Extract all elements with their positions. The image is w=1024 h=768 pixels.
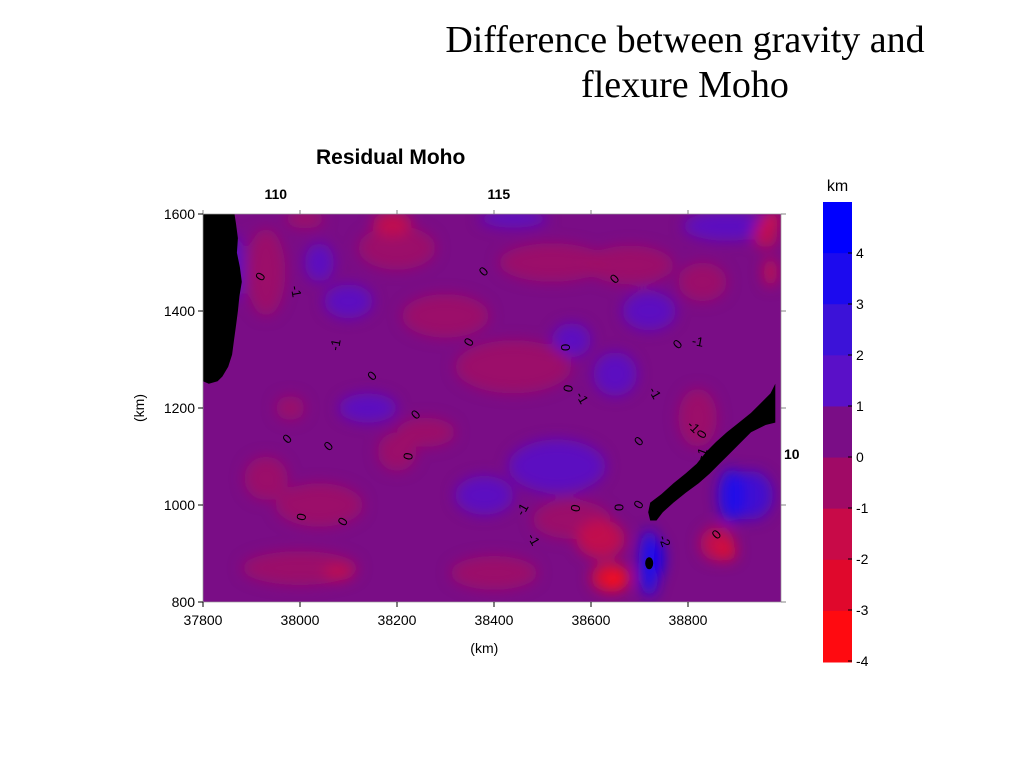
colorbar-tick-label: 1 bbox=[856, 398, 864, 414]
plot-area: 0-10 0-1 0 0 0 -100-1 -10-100 000-1000-10 0-1 -2 0 bbox=[203, 214, 781, 602]
anomaly-patch bbox=[377, 432, 417, 472]
top-axis-label: 115 bbox=[488, 186, 511, 202]
colorbar-swatch bbox=[823, 508, 852, 561]
anomaly-patch bbox=[654, 541, 664, 576]
anomaly-patch bbox=[304, 243, 334, 282]
x-tick-label: 38000 bbox=[281, 612, 320, 628]
data-gap-spot bbox=[645, 557, 654, 570]
anomaly-patch bbox=[401, 294, 490, 338]
anomaly-patch bbox=[324, 565, 354, 581]
slide-title-line-1: Difference between gravity and bbox=[445, 19, 925, 61]
y-axis-label: (km) bbox=[131, 394, 147, 422]
data-gap-east bbox=[648, 383, 776, 521]
anomaly-patch bbox=[338, 393, 397, 423]
anomaly-patch bbox=[498, 243, 606, 282]
colorbar-swatch bbox=[823, 253, 852, 305]
colorbar-tick-label: -3 bbox=[856, 602, 869, 618]
y-tick-label: 1400 bbox=[164, 303, 195, 319]
x-axis-label: (km) bbox=[470, 640, 498, 656]
anomaly-patch bbox=[586, 245, 674, 285]
anomaly-patch bbox=[244, 456, 288, 501]
colorbar: 4 3 2 1 0 -1 -2 -3 -4 km bbox=[823, 178, 869, 669]
contour-label: 0 bbox=[558, 344, 573, 351]
y-tick-label: 1000 bbox=[164, 497, 195, 513]
anomaly-patch bbox=[275, 483, 364, 527]
anomaly-patch bbox=[324, 284, 373, 319]
colorbar-unit-label: km bbox=[827, 178, 848, 195]
anomaly-patch bbox=[678, 388, 718, 447]
y-tick-label: 1200 bbox=[164, 400, 195, 416]
colorbar-swatch bbox=[823, 457, 852, 510]
anomaly-patch bbox=[508, 439, 606, 493]
colorbar-swatch bbox=[823, 355, 852, 407]
anomaly-patch bbox=[717, 541, 737, 561]
anomaly-patch bbox=[753, 218, 778, 248]
colorbar-tick-label: -2 bbox=[856, 551, 869, 567]
contour-label: -1 bbox=[327, 338, 344, 352]
slide-title: Difference between gravity and flexure M… bbox=[380, 18, 990, 108]
anomaly-patch bbox=[479, 214, 548, 228]
contour-label: -1 bbox=[691, 333, 705, 350]
colorbar-tick-label: -4 bbox=[856, 653, 869, 669]
contour-label: -1 bbox=[288, 284, 305, 298]
anomaly-patch bbox=[683, 214, 771, 241]
anomaly-patch bbox=[285, 214, 325, 229]
anomaly-patch bbox=[718, 468, 746, 522]
colorbar-tick-label: 2 bbox=[856, 347, 864, 363]
chart-title: Residual Moho bbox=[316, 146, 466, 169]
contour-label: 0 bbox=[612, 504, 627, 511]
colorbar-tick-label: -1 bbox=[856, 500, 869, 516]
x-tick-label: 38400 bbox=[475, 612, 514, 628]
colorbar-swatch bbox=[823, 559, 852, 612]
colorbar-swatch bbox=[823, 304, 852, 356]
x-tick-label: 37800 bbox=[184, 612, 223, 628]
axes: 37800 38000 38200 38400 38600 388008001000120… bbox=[131, 186, 800, 656]
colorbar-tick-label: 3 bbox=[856, 296, 864, 312]
colorbar-tick-label: 4 bbox=[856, 245, 864, 261]
colorbar-swatch bbox=[823, 406, 852, 459]
anomaly-patch bbox=[622, 291, 676, 331]
anomaly-patch bbox=[455, 475, 514, 515]
anomaly-patch bbox=[678, 262, 727, 302]
y-tick-label: 1600 bbox=[164, 206, 195, 222]
top-axis-label: 110 bbox=[264, 186, 287, 202]
contour-label: -1 bbox=[693, 446, 711, 462]
data-gap-layer bbox=[203, 214, 776, 570]
x-tick-label: 38800 bbox=[669, 612, 708, 628]
anomaly-patch bbox=[552, 323, 591, 358]
right-axis-label: 10 bbox=[784, 446, 800, 462]
colorbar-swatch bbox=[823, 202, 852, 254]
anomaly-patch bbox=[593, 352, 638, 396]
y-tick-label: 800 bbox=[172, 594, 196, 610]
anomaly-patch bbox=[358, 226, 436, 270]
anomaly-patch bbox=[450, 555, 538, 590]
anomaly-patch bbox=[275, 395, 305, 421]
anomaly-patch bbox=[765, 214, 781, 224]
slide-title-line-2: flexure Moho bbox=[581, 64, 789, 106]
anomaly-patch bbox=[763, 257, 778, 287]
anomaly-patch bbox=[605, 571, 625, 589]
contour-label: 0 bbox=[400, 451, 416, 461]
anomaly-patch bbox=[576, 519, 625, 559]
contour-label: 0 bbox=[293, 512, 309, 522]
anomaly-patch bbox=[372, 214, 412, 236]
x-tick-label: 38600 bbox=[572, 612, 611, 628]
x-tick-label: 38200 bbox=[378, 612, 417, 628]
data-gap-west bbox=[203, 214, 242, 384]
colorbar-tick-label: 0 bbox=[856, 449, 864, 465]
contour-label: -2 bbox=[656, 533, 674, 549]
anomaly-patch bbox=[455, 340, 572, 394]
contour-label: 0 bbox=[567, 503, 583, 513]
anomaly-patch bbox=[246, 228, 286, 316]
contour-label: 0 bbox=[560, 384, 576, 394]
colorbar-swatch bbox=[823, 610, 852, 663]
